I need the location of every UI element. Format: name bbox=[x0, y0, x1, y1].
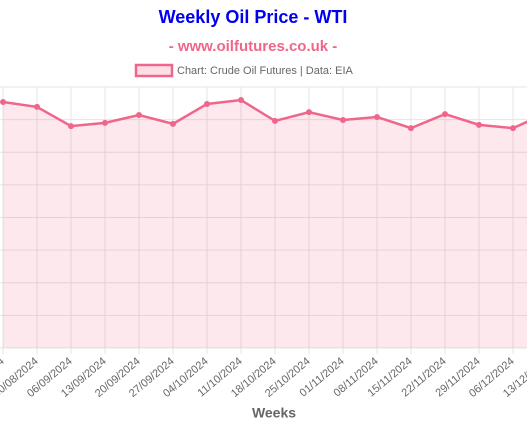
point bbox=[0, 99, 6, 106]
point bbox=[340, 116, 346, 123]
chart-subtitle: - www.oilfutures.co.uk - bbox=[169, 38, 338, 55]
point bbox=[204, 100, 210, 107]
point bbox=[476, 121, 482, 128]
point bbox=[272, 117, 278, 124]
point bbox=[442, 111, 448, 118]
point bbox=[34, 103, 40, 110]
point bbox=[102, 119, 108, 126]
legend-swatch bbox=[134, 63, 174, 78]
point bbox=[374, 114, 380, 121]
point bbox=[170, 120, 176, 127]
point bbox=[306, 109, 312, 116]
point bbox=[408, 125, 414, 132]
point bbox=[136, 112, 142, 119]
area bbox=[3, 100, 527, 348]
point bbox=[68, 123, 74, 130]
point bbox=[238, 97, 244, 104]
x-axis-title: Weeks bbox=[252, 405, 296, 421]
point bbox=[510, 125, 516, 132]
legend-label: Chart: Crude Oil Futures | Data: EIA bbox=[177, 65, 354, 77]
chart-title: Weekly Oil Price - WTI bbox=[159, 7, 348, 27]
